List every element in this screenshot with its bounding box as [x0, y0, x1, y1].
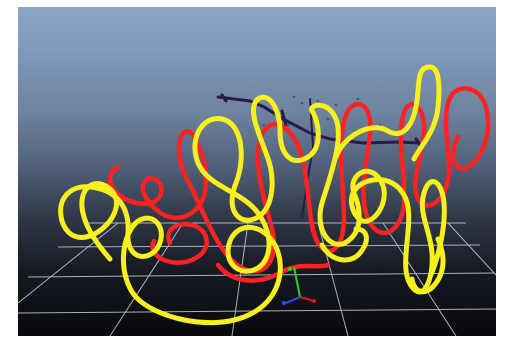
red-curve-loop[interactable]	[150, 221, 209, 265]
red-curve[interactable]	[107, 86, 491, 274]
grid-line	[382, 222, 457, 336]
viewport-scene[interactable]	[18, 7, 496, 336]
grid-line	[27, 272, 495, 278]
z-axis-handle[interactable]	[282, 301, 286, 305]
yellow-curve-upper[interactable]	[333, 64, 442, 162]
rig-joint[interactable]	[220, 93, 228, 103]
rig-skeleton[interactable]	[216, 93, 424, 218]
yellow-curve[interactable]	[58, 94, 447, 326]
yellow-curve-mid[interactable]	[319, 226, 369, 263]
grid-line	[447, 222, 496, 276]
grid-line	[18, 222, 119, 304]
y-axis-handle[interactable]	[288, 267, 292, 271]
x-axis-line	[299, 296, 315, 302]
3d-viewport[interactable]	[18, 7, 496, 336]
x-axis-handle[interactable]	[312, 299, 316, 303]
z-axis-line	[285, 296, 301, 304]
rig-bone[interactable]	[216, 95, 332, 141]
y-axis-line	[293, 266, 301, 298]
rig-bone[interactable]	[301, 98, 315, 218]
rig-joint[interactable]	[280, 109, 288, 127]
yellow-curve-right[interactable]	[409, 236, 446, 295]
origin-axis-gizmo[interactable]	[282, 266, 316, 305]
grid-line	[317, 222, 349, 336]
